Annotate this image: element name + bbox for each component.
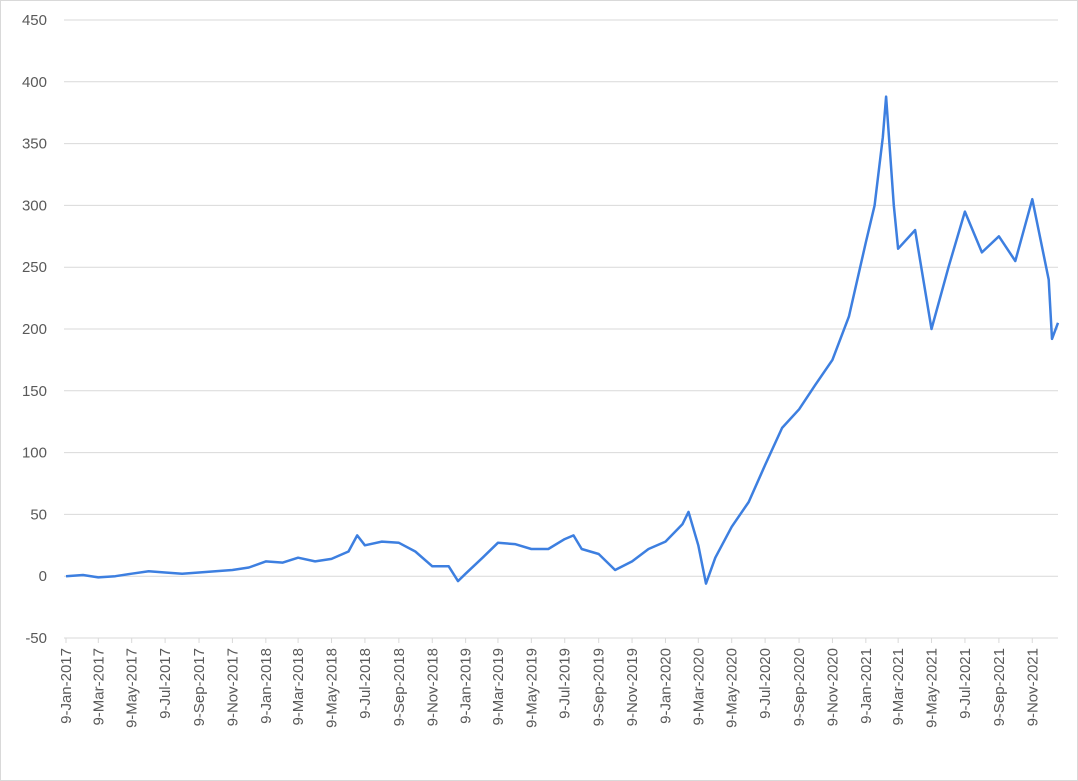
x-tick-label: 9-May-2020 bbox=[724, 648, 741, 728]
y-tick-label: 100 bbox=[22, 445, 47, 462]
x-tick-label: 9-Mar-2020 bbox=[690, 648, 707, 726]
y-tick-label: 300 bbox=[22, 197, 47, 214]
y-tick-label: 50 bbox=[30, 506, 47, 523]
x-tick-label: 9-Jan-2021 bbox=[858, 648, 875, 724]
data-line bbox=[65, 95, 1060, 585]
x-tick-label: 9-Nov-2018 bbox=[424, 648, 441, 726]
x-tick-label: 9-Jul-2017 bbox=[157, 648, 174, 719]
x-tick-label: 9-Nov-2019 bbox=[624, 648, 641, 726]
x-tick-label: 9-May-2018 bbox=[324, 648, 341, 728]
y-tick-label: 450 bbox=[22, 12, 47, 29]
x-tick-label: 9-Mar-2019 bbox=[490, 648, 507, 726]
y-tick-label: 400 bbox=[22, 74, 47, 91]
x-tick-label: 9-Mar-2018 bbox=[290, 648, 307, 726]
x-tick-label: 9-Mar-2017 bbox=[90, 648, 107, 726]
x-tick-label: 9-Nov-2020 bbox=[824, 648, 841, 726]
x-tick-label: 9-Jan-2017 bbox=[58, 648, 75, 724]
x-tick-label: 9-Jul-2018 bbox=[357, 648, 374, 719]
x-tick-label: 9-Sep-2020 bbox=[791, 648, 808, 726]
x-tick-label: 9-Sep-2017 bbox=[191, 648, 208, 726]
y-tick-label: 200 bbox=[22, 321, 47, 338]
x-tick-label: 9-Mar-2021 bbox=[890, 648, 907, 726]
y-tick-label: 250 bbox=[22, 259, 47, 276]
x-tick-label: 9-Nov-2017 bbox=[224, 648, 241, 726]
x-tick-label: 9-Jul-2020 bbox=[757, 648, 774, 719]
y-tick-label: 0 bbox=[39, 568, 47, 585]
y-tick-label: -50 bbox=[25, 630, 47, 647]
x-tick-label: 9-Jul-2019 bbox=[557, 648, 574, 719]
x-tick-label: 9-Jan-2018 bbox=[258, 648, 275, 724]
x-tick-label: 9-May-2019 bbox=[523, 648, 540, 728]
x-tick-label: 9-May-2017 bbox=[124, 648, 141, 728]
x-tick-label: 9-Sep-2018 bbox=[391, 648, 408, 726]
x-tick-label: 9-Sep-2019 bbox=[591, 648, 608, 726]
x-tick-label: 9-May-2021 bbox=[924, 648, 941, 728]
x-tick-label: 9-Jan-2020 bbox=[657, 648, 674, 724]
x-tick-label: 9-Jan-2019 bbox=[458, 648, 475, 724]
x-tick-label: 9-Jul-2021 bbox=[957, 648, 974, 719]
y-tick-label: 150 bbox=[22, 383, 47, 400]
y-tick-label: 350 bbox=[22, 136, 47, 153]
x-tick-label: 9-Nov-2021 bbox=[1024, 648, 1041, 726]
x-tick-label: 9-Sep-2021 bbox=[991, 648, 1008, 726]
